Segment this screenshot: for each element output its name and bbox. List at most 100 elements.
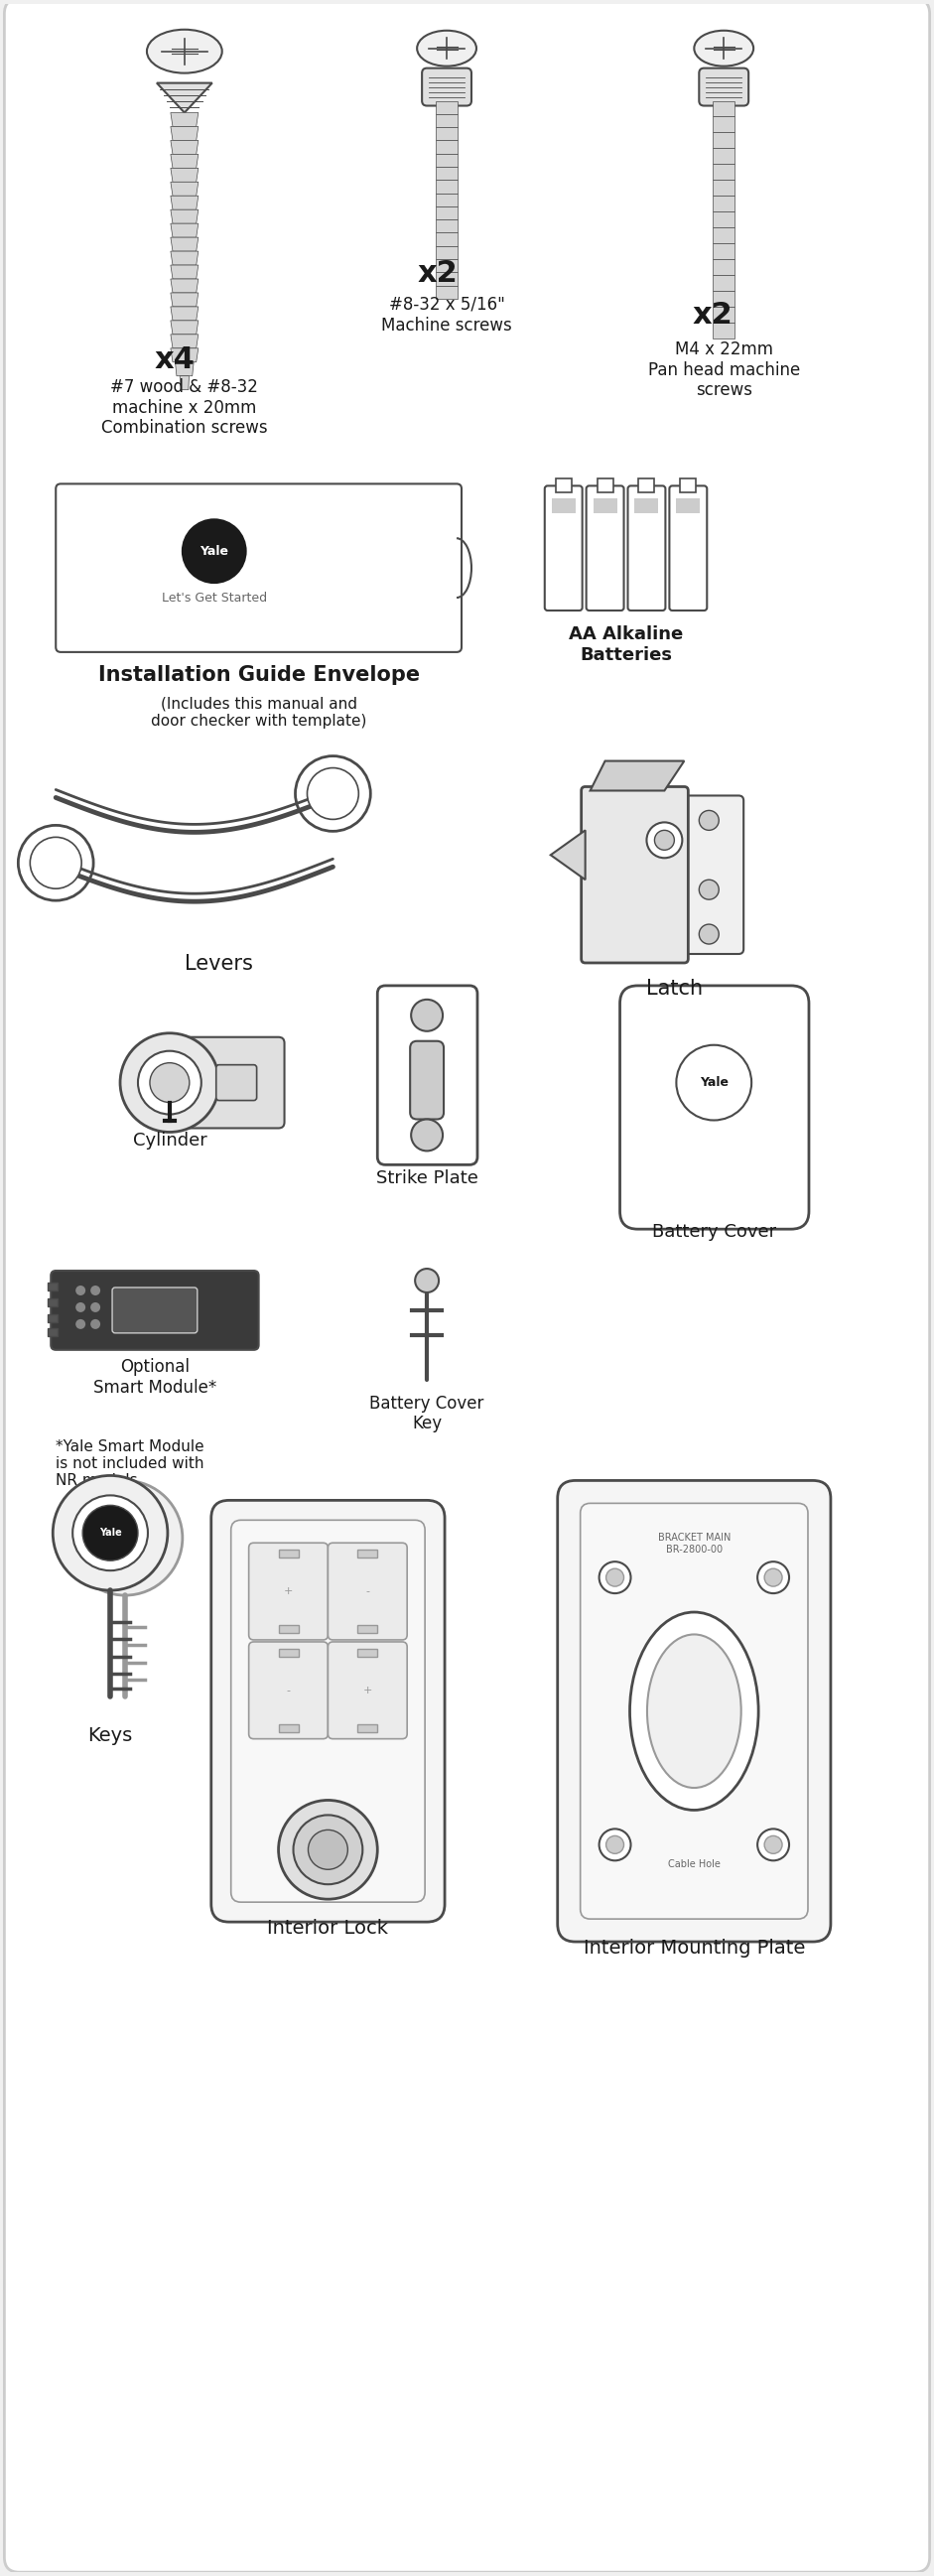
FancyBboxPatch shape [5, 0, 929, 2573]
Bar [358, 1649, 377, 1656]
Polygon shape [713, 131, 735, 149]
Polygon shape [171, 113, 198, 126]
Polygon shape [436, 180, 458, 193]
Text: Interior Mounting Plate: Interior Mounting Plate [583, 1940, 805, 1958]
FancyBboxPatch shape [620, 987, 809, 1229]
Circle shape [308, 1829, 347, 1870]
Polygon shape [713, 260, 735, 276]
Text: Optional
Smart Module*: Optional Smart Module* [93, 1358, 217, 1396]
FancyBboxPatch shape [50, 1270, 259, 1350]
Polygon shape [436, 219, 458, 232]
Circle shape [67, 1481, 182, 1595]
Circle shape [97, 1510, 153, 1566]
Bar [48, 1329, 58, 1337]
Polygon shape [171, 307, 198, 319]
Polygon shape [713, 116, 735, 131]
Polygon shape [713, 100, 735, 116]
Circle shape [138, 1051, 202, 1115]
Polygon shape [713, 276, 735, 291]
Text: (Includes this manual and
door checker with template): (Includes this manual and door checker w… [150, 696, 366, 729]
Polygon shape [436, 193, 458, 206]
FancyBboxPatch shape [699, 67, 748, 106]
Text: BRACKET MAIN
BR-2800-00: BRACKET MAIN BR-2800-00 [658, 1533, 730, 1553]
Circle shape [606, 1569, 624, 1587]
Polygon shape [171, 348, 198, 363]
Bar [639, 479, 655, 492]
FancyBboxPatch shape [211, 1499, 445, 1922]
Circle shape [699, 881, 719, 899]
Bar [676, 500, 700, 513]
Polygon shape [171, 319, 198, 335]
Circle shape [599, 1561, 630, 1595]
FancyBboxPatch shape [580, 1504, 808, 1919]
Polygon shape [713, 165, 735, 180]
Bar [278, 1723, 298, 1731]
Text: M4 x 22mm
Pan head machine
screws: M4 x 22mm Pan head machine screws [648, 340, 800, 399]
Circle shape [76, 1303, 86, 1311]
FancyBboxPatch shape [248, 1641, 328, 1739]
Text: +: + [284, 1587, 293, 1597]
Circle shape [181, 518, 247, 585]
Circle shape [699, 811, 719, 829]
Polygon shape [436, 167, 458, 180]
Text: AA Alkaline
Batteries: AA Alkaline Batteries [569, 626, 683, 665]
Bar [48, 1283, 58, 1291]
Circle shape [76, 1285, 86, 1296]
Text: +: + [363, 1685, 372, 1695]
Bar [635, 500, 658, 513]
Circle shape [757, 1829, 789, 1860]
Circle shape [676, 1046, 752, 1121]
Polygon shape [171, 252, 198, 265]
Text: x2: x2 [417, 260, 458, 289]
Text: Let's Get Started: Let's Get Started [162, 592, 267, 605]
Text: #7 wood & #8-32
machine x 20mm
Combination screws: #7 wood & #8-32 machine x 20mm Combinati… [101, 379, 268, 438]
Text: Yale: Yale [116, 1533, 134, 1543]
Text: x4: x4 [155, 345, 195, 374]
Text: Yale: Yale [99, 1528, 121, 1538]
Bar [278, 1625, 298, 1633]
Polygon shape [436, 232, 458, 245]
Text: Yale: Yale [200, 544, 229, 556]
Text: Keys: Keys [88, 1726, 133, 1744]
Circle shape [73, 1494, 148, 1571]
Circle shape [655, 829, 674, 850]
Text: -: - [365, 1587, 370, 1597]
FancyBboxPatch shape [112, 1288, 197, 1332]
Polygon shape [713, 196, 735, 211]
Polygon shape [171, 183, 198, 196]
Text: Levers: Levers [185, 953, 253, 974]
Ellipse shape [694, 31, 754, 67]
Polygon shape [436, 139, 458, 155]
Bar [278, 1649, 298, 1656]
Polygon shape [171, 126, 198, 139]
Polygon shape [171, 278, 198, 294]
Circle shape [599, 1829, 630, 1860]
Circle shape [91, 1303, 100, 1311]
Bar [552, 500, 575, 513]
Polygon shape [436, 113, 458, 126]
Polygon shape [713, 227, 735, 242]
Text: Cable Hole: Cable Hole [668, 1860, 720, 1870]
Text: Latch: Latch [646, 979, 702, 999]
Polygon shape [171, 237, 198, 252]
Polygon shape [436, 126, 458, 139]
Circle shape [411, 999, 443, 1030]
Circle shape [30, 837, 81, 889]
Text: Interior Lock: Interior Lock [267, 1919, 389, 1937]
Polygon shape [713, 322, 735, 337]
Circle shape [307, 768, 359, 819]
Bar [48, 1298, 58, 1306]
Circle shape [149, 1064, 190, 1103]
FancyBboxPatch shape [422, 67, 472, 106]
Circle shape [82, 1504, 138, 1561]
Text: Installation Guide Envelope: Installation Guide Envelope [98, 665, 419, 685]
Ellipse shape [120, 1033, 219, 1131]
Polygon shape [171, 224, 198, 237]
Bar [358, 1723, 377, 1731]
Polygon shape [176, 363, 193, 376]
Text: x2: x2 [692, 301, 732, 330]
Circle shape [606, 1837, 624, 1855]
Polygon shape [436, 100, 458, 113]
Polygon shape [171, 196, 198, 209]
FancyBboxPatch shape [545, 487, 582, 611]
